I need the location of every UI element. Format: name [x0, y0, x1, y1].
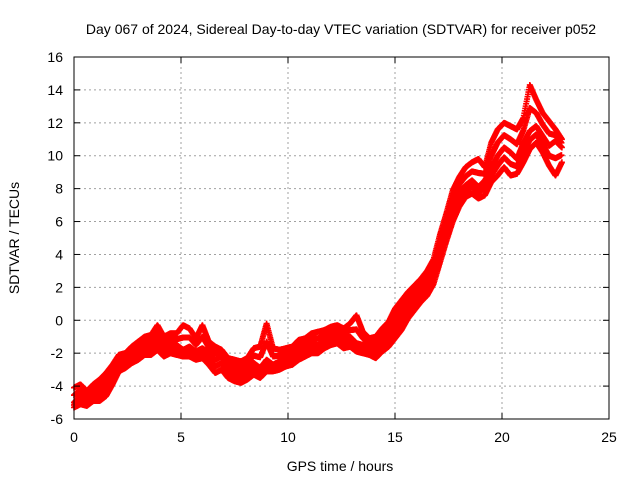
data-series-sdtvar	[71, 81, 565, 411]
y-axis-label: SDTVAR / TECUs	[6, 182, 22, 294]
chart-title: Day 067 of 2024, Sidereal Day-to-day VTE…	[86, 21, 596, 37]
x-axis-label: GPS time / hours	[287, 458, 394, 474]
